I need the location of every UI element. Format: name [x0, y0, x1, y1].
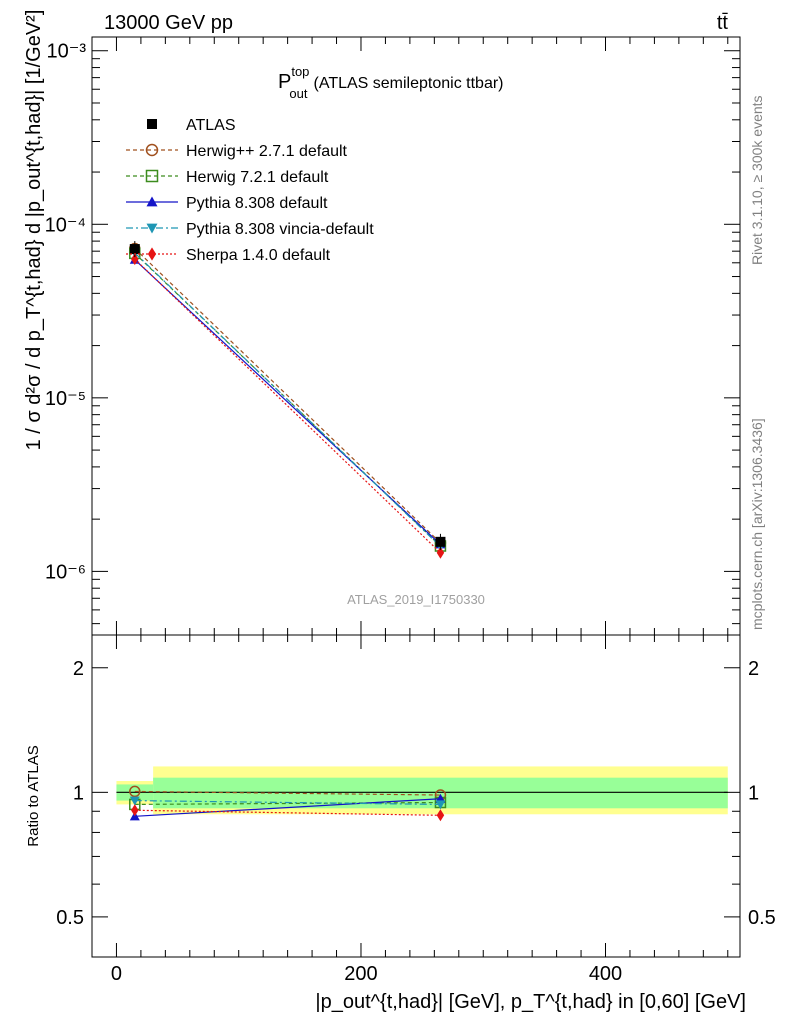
point-data — [129, 244, 140, 255]
x-tick-label: 0 — [111, 963, 122, 985]
ratio-panel: 0 200 400 0.5 0.5 1 1 2 2 — [56, 634, 776, 985]
y-tick-label-main: 10⁻⁶ — [45, 561, 86, 583]
ratio-point-sherpa — [131, 804, 139, 817]
ratio-bands — [116, 766, 728, 815]
ratio-point-vincia — [435, 800, 446, 810]
legend-item-data: ATLAS — [147, 117, 236, 134]
y-tick-label-main: 10⁻³ — [47, 41, 87, 63]
ratio-point-sherpa-shape — [131, 804, 139, 817]
x-tick-label: 200 — [344, 963, 377, 985]
y-tick-label-ratio: 1 — [73, 782, 84, 804]
header-left: 13000 GeV pp — [104, 12, 233, 34]
ratio-frame — [91, 634, 741, 958]
ratio-point-vincia — [129, 796, 140, 806]
legend-item-herwigpp: Herwig++ 2.7.1 default — [126, 143, 348, 160]
legend-marker-herwigpp-shape — [145, 143, 159, 157]
ratio-line-sherpa — [134, 809, 441, 816]
legend-marker-herwig7 — [145, 169, 159, 183]
series-line-sherpa — [134, 258, 441, 554]
legend-label-herwig7: Herwig 7.2.1 default — [186, 169, 329, 186]
y-tick-label-ratio: 2 — [73, 658, 84, 680]
ratio-point-sherpa — [436, 809, 445, 822]
series-line-herwigpp — [134, 248, 441, 544]
x-tick-label: 400 — [589, 963, 622, 985]
point-data-shape — [129, 244, 140, 255]
legend-label-sherpa: Sherpa 1.4.0 default — [186, 247, 331, 264]
legend-item-sherpa: Sherpa 1.4.0 default — [126, 247, 331, 264]
legend-marker-data — [147, 119, 157, 129]
legend-marker-herwigpp — [145, 143, 159, 157]
y-tick-label-ratio-right: 0.5 — [748, 907, 776, 929]
legend-marker-vincia-shape — [146, 223, 158, 234]
y-tick-label-ratio-right: 2 — [748, 658, 759, 680]
ratio-point-vincia-shape — [435, 800, 446, 810]
legend-marker-herwig7-shape — [145, 169, 159, 183]
point-data — [435, 536, 446, 547]
ratio-line-herwigpp — [134, 790, 441, 796]
y-tick-label-ratio-right: 1 — [748, 782, 759, 804]
ratio-line-pythia — [134, 798, 441, 817]
series-line-vincia — [134, 252, 441, 548]
y-tick-label-main: 10⁻⁴ — [45, 214, 86, 236]
legend-label-vincia: Pythia 8.308 vincia-default — [186, 221, 374, 238]
point-sherpa-shape — [131, 253, 139, 266]
side-label-rivet: Rivet 3.1.10, ≥ 300k events — [749, 95, 765, 265]
series-line-pythia — [134, 259, 441, 545]
ratio-axis-ticks: 0 200 400 0.5 0.5 1 1 2 2 — [56, 635, 776, 985]
header-right: tt̄ — [717, 12, 729, 34]
y-axis-label-ratio: Ratio to ATLAS — [25, 745, 42, 846]
ratio-point-vincia-shape — [129, 796, 140, 806]
analysis-label: ATLAS_2019_I1750330 — [347, 592, 485, 607]
legend-label-data: ATLAS — [186, 117, 236, 134]
x-axis-label: |p_out^{t,had}| [GeV], p_T^{t,had} in [0… — [315, 991, 746, 1013]
ratio-line-vincia — [134, 800, 441, 806]
ratio-line-herwig7 — [134, 801, 441, 806]
legend: ATLAS Herwig++ 2.7.1 default Herwig 7.2.1 … — [126, 117, 374, 264]
point-sherpa — [436, 546, 445, 559]
ratio-data-layer — [129, 785, 447, 822]
legend-item-vincia: Pythia 8.308 vincia-default — [126, 221, 374, 238]
legend-label-pythia: Pythia 8.308 default — [186, 195, 328, 212]
point-sherpa — [131, 253, 139, 266]
side-label-mcplots: mcplots.cern.ch [arXiv:1306.3436] — [749, 418, 765, 630]
main-axis-ticks: 10⁻⁶ 10⁻⁵ 10⁻⁴ 10⁻³ — [45, 37, 740, 635]
plot-title: Ptop out(ATLAS semileptonic ttbar) — [278, 64, 504, 101]
legend-marker-sherpa — [147, 247, 157, 261]
legend-item-pythia: Pythia 8.308 default — [126, 195, 328, 212]
legend-marker-sherpa-shape — [147, 247, 157, 261]
legend-marker-data-shape — [147, 119, 157, 129]
y-tick-label-ratio: 0.5 — [56, 907, 84, 929]
main-data-layer — [129, 241, 447, 559]
point-data-shape — [435, 536, 446, 547]
legend-marker-vincia — [146, 223, 158, 234]
legend-item-herwig7: Herwig 7.2.1 default — [126, 169, 329, 186]
y-axis-label-main: 1 / σ d²σ / d p_T^{t,had} d |p_out^{t,ha… — [23, 10, 45, 451]
ratio-point-herwigpp-shape — [129, 785, 141, 798]
main-panel: Ptop out(ATLAS semileptonic ttbar) ATLAS_… — [45, 36, 741, 636]
y-tick-label-main: 10⁻⁵ — [45, 388, 86, 410]
ratio-point-sherpa-shape — [436, 809, 445, 822]
legend-label-herwigpp: Herwig++ 2.7.1 default — [186, 143, 348, 160]
point-sherpa-shape — [436, 546, 445, 559]
legend-marker-pythia — [146, 196, 158, 207]
legend-marker-pythia-shape — [146, 196, 158, 207]
ratio-point-herwigpp — [129, 785, 141, 798]
